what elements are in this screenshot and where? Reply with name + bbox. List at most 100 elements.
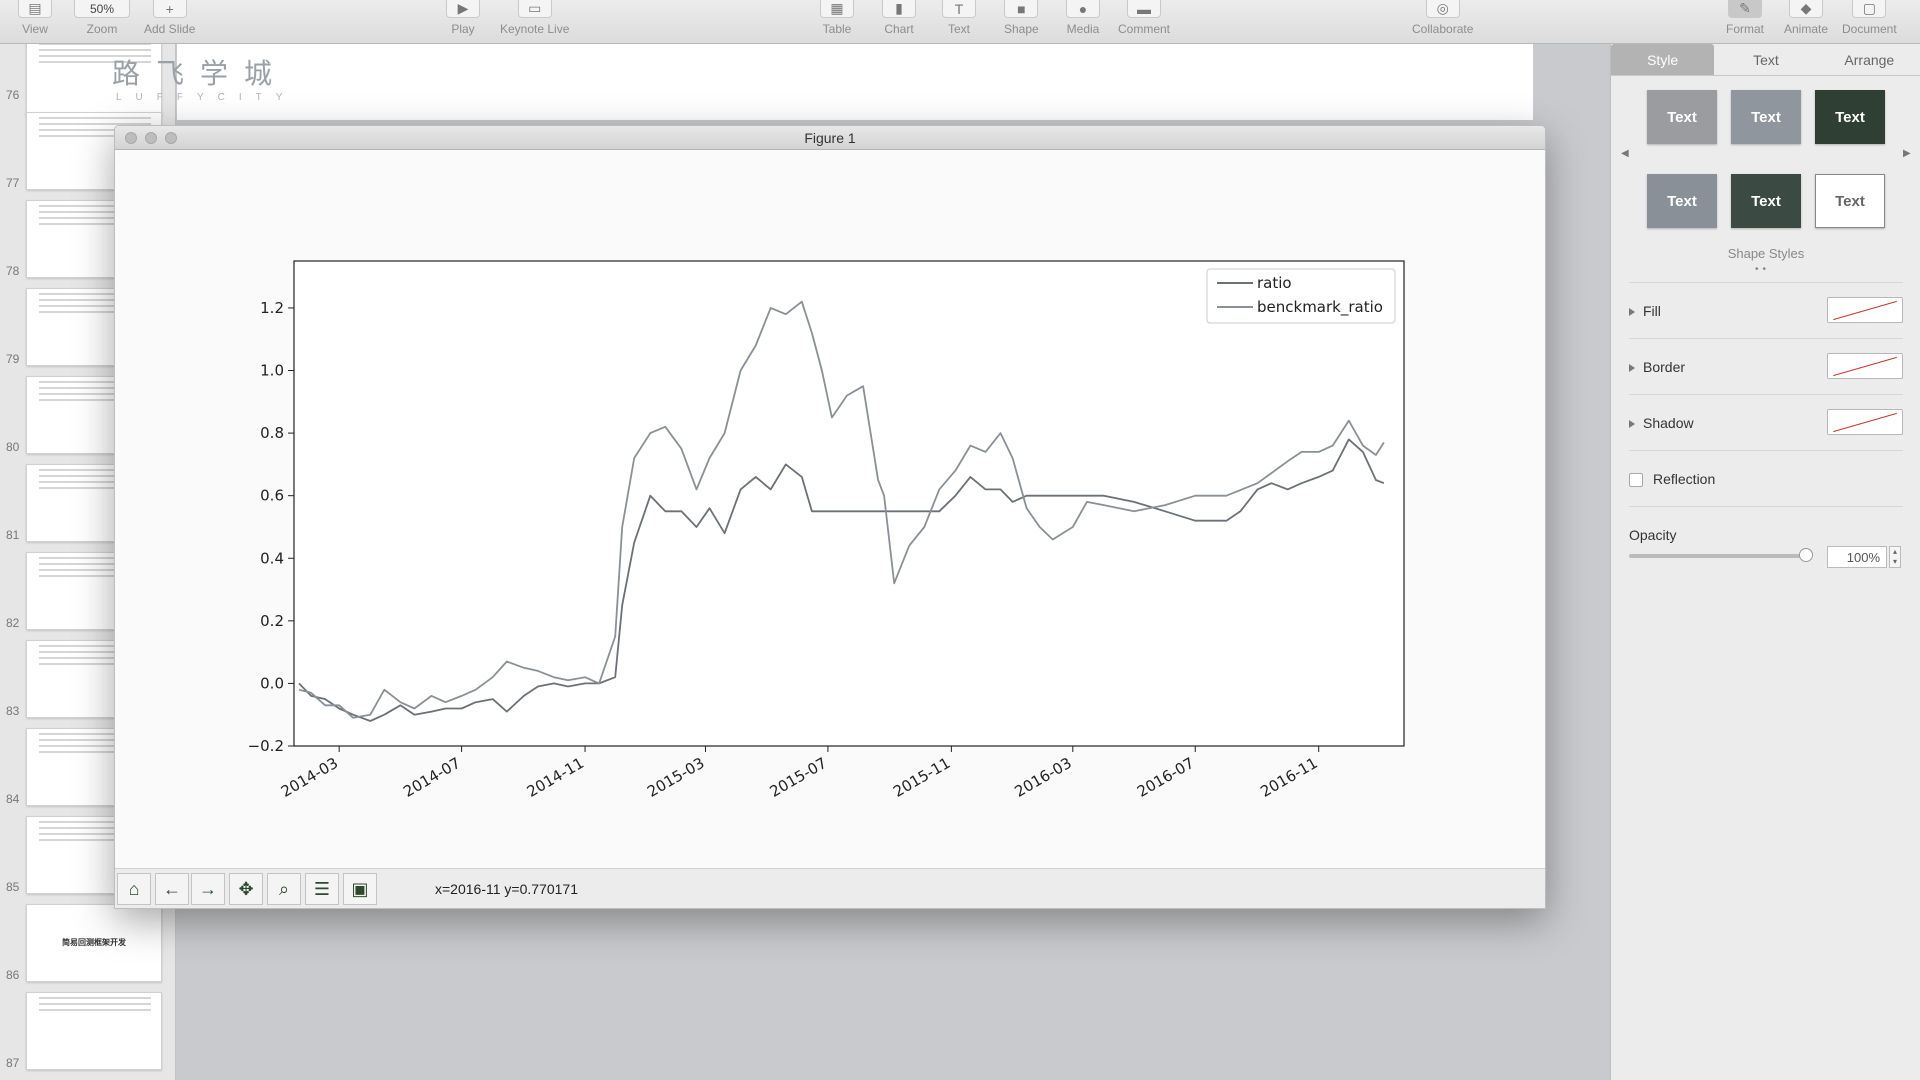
reflection-checkbox[interactable] — [1629, 473, 1643, 487]
reflection-label: Reflection — [1653, 471, 1716, 487]
y-tick-label: 0.8 — [260, 424, 284, 442]
border-swatch[interactable] — [1827, 353, 1903, 379]
slide-thumbnail[interactable] — [26, 992, 162, 1070]
slide-thumbnail[interactable] — [26, 44, 162, 116]
format-button[interactable]: ✎ Format — [1726, 0, 1764, 44]
text-button[interactable]: T Text — [942, 0, 976, 44]
zoom-window-button[interactable] — [165, 132, 177, 144]
comment-button[interactable]: ▬ Comment — [1118, 0, 1170, 44]
inspector-tabs: Style Text Arrange — [1611, 44, 1920, 76]
paintbrush-icon: ✎ — [1728, 0, 1762, 18]
x-tick-label: 2016-07 — [1134, 754, 1197, 801]
fill-swatch[interactable] — [1827, 297, 1903, 323]
x-tick-label: 2014-07 — [400, 754, 463, 801]
subplots-button[interactable]: ☰ — [305, 873, 339, 905]
zoom-value[interactable]: 50% — [74, 0, 130, 18]
collaborate-icon: ◎ — [1425, 0, 1460, 18]
collaborate-label: Collaborate — [1412, 22, 1474, 36]
slide-number: 85 — [6, 880, 20, 894]
y-tick-label: 0.2 — [260, 612, 284, 630]
shape-button[interactable]: ■ Shape — [1004, 0, 1039, 44]
disclosure-triangle-icon — [1629, 364, 1635, 373]
plot-frame — [293, 260, 1405, 747]
opacity-row: Opacity — [1629, 506, 1903, 586]
y-tick-label: 1.2 — [260, 299, 284, 317]
current-slide[interactable] — [177, 44, 1533, 120]
opacity-label: Opacity — [1629, 527, 1677, 543]
comment-label: Comment — [1118, 22, 1171, 36]
zoom-menu[interactable]: 50% Zoom — [74, 0, 130, 44]
figure-title: Figure 1 — [804, 130, 856, 146]
previous-styles-arrow-icon[interactable]: ◀ — [1621, 148, 1629, 159]
shape-label: Shape — [1004, 22, 1039, 36]
collaborate-button[interactable]: ◎ Collaborate — [1412, 0, 1473, 44]
pan-button[interactable]: ✥ — [229, 873, 263, 905]
style-preset-6[interactable]: Text — [1815, 174, 1885, 228]
slide-thumbnail[interactable]: 简易回测框架开发 — [26, 904, 162, 982]
next-styles-arrow-icon[interactable]: ▶ — [1903, 148, 1911, 159]
add-slide-button[interactable]: + Add Slide — [144, 0, 195, 44]
legend-label-ratio: ratio — [1257, 274, 1292, 292]
border-row[interactable]: Border — [1629, 338, 1903, 394]
border-label: Border — [1643, 359, 1686, 375]
figure-titlebar[interactable]: Figure 1 — [115, 126, 1545, 150]
media-label: Media — [1066, 22, 1100, 36]
opacity-slider[interactable] — [1629, 548, 1813, 562]
close-window-button[interactable] — [125, 132, 137, 144]
save-figure-button[interactable]: ▣ — [343, 873, 377, 905]
x-tick-label: 2014-11 — [524, 754, 587, 801]
legend: ratio benckmark_ratio — [1206, 268, 1396, 324]
opacity-input[interactable]: 100% — [1827, 546, 1887, 568]
tab-text[interactable]: Text — [1753, 51, 1779, 68]
opacity-stepper[interactable]: ▴ ▾ — [1889, 546, 1901, 568]
page-dots[interactable]: •• — [1755, 264, 1771, 275]
style-preset-5[interactable]: Text — [1731, 174, 1801, 228]
animate-button[interactable]: ◆ Animate — [1784, 0, 1828, 44]
tab-style[interactable]: Style — [1611, 44, 1715, 75]
arrow-left-icon: ← — [163, 878, 181, 899]
cursor-coordinate-readout: x=2016-11 y=0.770171 — [435, 881, 578, 897]
zoom-rect-button[interactable]: ⌕ — [267, 873, 301, 905]
legend-box — [1206, 268, 1396, 324]
reflection-row: Reflection — [1629, 450, 1903, 506]
back-button[interactable]: ← — [155, 873, 189, 905]
disclosure-triangle-icon — [1629, 308, 1635, 317]
keynote-live-button[interactable]: ▭ Keynote Live — [500, 0, 569, 44]
table-button[interactable]: ▦ Table — [820, 0, 854, 44]
view-label: View — [22, 22, 48, 36]
opacity-slider-knob[interactable] — [1799, 548, 1813, 562]
style-preset-2[interactable]: Text — [1731, 90, 1801, 144]
minimize-window-button[interactable] — [145, 132, 157, 144]
keynote-live-label: Keynote Live — [500, 22, 570, 36]
move-icon: ✥ — [238, 878, 254, 899]
y-tick-label: 0.6 — [260, 487, 284, 505]
shadow-swatch[interactable] — [1827, 409, 1903, 435]
y-tick-label: 0.4 — [260, 549, 284, 567]
style-preset-3[interactable]: Text — [1815, 90, 1885, 144]
document-button[interactable]: ▢ Document — [1842, 0, 1897, 44]
zoom-label: Zoom — [86, 22, 118, 36]
slide-number: 80 — [6, 440, 20, 454]
slide-number: 78 — [6, 264, 20, 278]
forward-button[interactable]: → — [191, 873, 225, 905]
shadow-row[interactable]: Shadow — [1629, 394, 1903, 450]
style-preset-1[interactable]: Text — [1647, 90, 1717, 144]
broadcast-icon: ▭ — [517, 0, 552, 18]
chart-button[interactable]: ▮ Chart — [882, 0, 916, 44]
media-button[interactable]: ● Media — [1066, 0, 1100, 44]
slide-number: 82 — [6, 616, 20, 630]
view-menu[interactable]: ▤ View — [18, 0, 52, 44]
home-button[interactable]: ⌂ — [117, 873, 151, 905]
fill-row[interactable]: Fill — [1629, 282, 1903, 338]
play-label: Play — [451, 22, 475, 36]
play-button[interactable]: ▶ Play — [446, 0, 480, 44]
y-tick-label: 0.0 — [260, 674, 284, 692]
format-inspector: Style Text Arrange ◀ ▶ Text Text Text Te… — [1610, 44, 1920, 1080]
series-line-ratio — [298, 438, 1385, 722]
x-tick-label: 2015-11 — [890, 754, 953, 801]
table-label: Table — [822, 22, 852, 36]
slide-number: 87 — [6, 1056, 20, 1070]
tab-arrange[interactable]: Arrange — [1844, 51, 1895, 68]
x-tick-label: 2015-03 — [644, 754, 707, 801]
style-preset-4[interactable]: Text — [1647, 174, 1717, 228]
